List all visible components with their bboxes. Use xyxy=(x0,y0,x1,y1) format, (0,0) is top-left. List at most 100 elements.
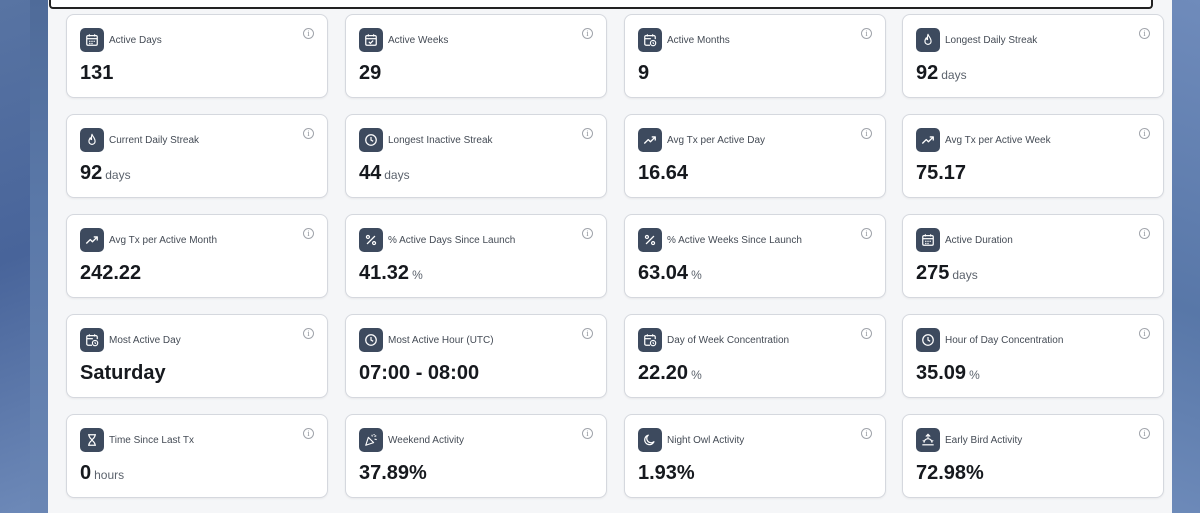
stat-value: 63.04 xyxy=(638,262,689,284)
moon-icon xyxy=(638,428,662,452)
stat-card-avg-tx-per-active-week: Avg Tx per Active Week i 75.17 xyxy=(902,114,1164,198)
stat-label: Avg Tx per Active Day xyxy=(667,135,766,146)
stat-card-weekend-activity: Weekend Activity i 37.89% xyxy=(345,414,607,498)
stat-value-row: 0 hours xyxy=(80,462,124,485)
stat-card-avg-tx-per-active-day: Avg Tx per Active Day i 16.64 xyxy=(624,114,886,198)
stat-label: Night Owl Activity xyxy=(667,435,745,446)
stat-value: 1.93% xyxy=(638,462,695,484)
stat-value: 44 xyxy=(359,162,382,184)
calendar-check-icon xyxy=(359,28,383,52)
stat-value-row: 75.17 xyxy=(916,162,966,185)
stat-value: 0 xyxy=(80,462,92,484)
stat-unit: % xyxy=(691,268,702,282)
stat-label: Longest Daily Streak xyxy=(945,35,1038,46)
trending-up-icon xyxy=(638,128,662,152)
stat-value-row: 72.98% xyxy=(916,462,984,485)
stat-card-hour-of-day-concentration: Hour of Day Concentration i 35.09% xyxy=(902,314,1164,398)
stat-label: Day of Week Concentration xyxy=(667,335,790,346)
stat-value-row: 44 days xyxy=(359,162,410,185)
top-strip xyxy=(49,0,1153,9)
info-icon[interactable]: i xyxy=(1139,328,1150,339)
stat-card-time-since-last-tx: Time Since Last Tx i 0 hours xyxy=(66,414,328,498)
info-icon[interactable]: i xyxy=(303,228,314,239)
stat-unit: % xyxy=(969,368,980,382)
stat-value-row: 41.32% xyxy=(359,262,423,285)
percent-icon xyxy=(638,228,662,252)
info-icon[interactable]: i xyxy=(1139,228,1150,239)
stat-value-row: Saturday xyxy=(80,362,166,385)
stat-value-row: 16.64 xyxy=(638,162,688,185)
trending-up-icon xyxy=(916,128,940,152)
stat-unit: days xyxy=(941,68,967,82)
stat-label: % Active Days Since Launch xyxy=(388,235,516,246)
stat-label: Time Since Last Tx xyxy=(109,435,195,446)
info-icon[interactable]: i xyxy=(582,428,593,439)
clock-icon xyxy=(359,128,383,152)
stat-card-longest-daily-streak: Longest Daily Streak i 92 days xyxy=(902,14,1164,98)
info-icon[interactable]: i xyxy=(303,428,314,439)
stat-value: 29 xyxy=(359,62,382,84)
info-icon[interactable]: i xyxy=(861,328,872,339)
clock-icon xyxy=(359,328,383,352)
stat-value: 275 xyxy=(916,262,950,284)
stat-label: Active Weeks xyxy=(388,35,449,46)
stat-label: Hour of Day Concentration xyxy=(945,335,1064,346)
sunrise-icon xyxy=(916,428,940,452)
clock-icon xyxy=(916,328,940,352)
stat-unit: days xyxy=(105,168,131,182)
stat-label: Most Active Day xyxy=(109,335,181,346)
stat-card-longest-inactive-streak: Longest Inactive Streak i 44 days xyxy=(345,114,607,198)
stat-card-early-bird-activity: Early Bird Activity i 72.98% xyxy=(902,414,1164,498)
party-popper-icon xyxy=(359,428,383,452)
info-icon[interactable]: i xyxy=(861,228,872,239)
stat-value: 35.09 xyxy=(916,362,967,384)
info-icon[interactable]: i xyxy=(582,28,593,39)
info-icon[interactable]: i xyxy=(861,428,872,439)
stat-value: 22.20 xyxy=(638,362,689,384)
stat-unit: days xyxy=(384,168,410,182)
info-icon[interactable]: i xyxy=(1139,128,1150,139)
stat-card-active-weeks: Active Weeks i 29 xyxy=(345,14,607,98)
calendar-clock-icon xyxy=(638,28,662,52)
stat-label: Avg Tx per Active Month xyxy=(109,235,218,246)
stat-value-row: 07:00 - 08:00 xyxy=(359,362,479,385)
stat-label: Most Active Hour (UTC) xyxy=(388,335,494,346)
stat-card-active-days: Active Days i 131 xyxy=(66,14,328,98)
stat-card-most-active-day: Most Active Day i Saturday xyxy=(66,314,328,398)
info-icon[interactable]: i xyxy=(303,128,314,139)
info-icon[interactable]: i xyxy=(1139,428,1150,439)
stat-card-day-of-week-concentration: Day of Week Concentration i 22.20% xyxy=(624,314,886,398)
stat-label: Current Daily Streak xyxy=(109,135,200,146)
info-icon[interactable]: i xyxy=(303,328,314,339)
info-icon[interactable]: i xyxy=(1139,28,1150,39)
stat-value-row: 92 days xyxy=(916,62,967,85)
stat-value: 41.32 xyxy=(359,262,410,284)
stat-value: 72.98% xyxy=(916,462,984,484)
stat-label: % Active Weeks Since Launch xyxy=(667,235,802,246)
info-icon[interactable]: i xyxy=(861,128,872,139)
stat-card-most-active-hour-utc: Most Active Hour (UTC) i 07:00 - 08:00 xyxy=(345,314,607,398)
background-right xyxy=(1170,0,1200,513)
stat-value-row: 29 xyxy=(359,62,381,85)
stat-card-current-daily-streak: Current Daily Streak i 92 days xyxy=(66,114,328,198)
flame-icon xyxy=(80,128,104,152)
stat-value: 131 xyxy=(80,62,114,84)
info-icon[interactable]: i xyxy=(303,28,314,39)
info-icon[interactable]: i xyxy=(582,228,593,239)
flame-icon xyxy=(916,28,940,52)
stat-value-row: 275 days xyxy=(916,262,978,285)
info-icon[interactable]: i xyxy=(582,128,593,139)
stat-value-row: 131 xyxy=(80,62,113,85)
stat-label: Weekend Activity xyxy=(388,435,464,446)
stat-value: 07:00 - 08:00 xyxy=(359,362,480,384)
percent-icon xyxy=(359,228,383,252)
stat-card-avg-tx-per-active-month: Avg Tx per Active Month i 242.22 xyxy=(66,214,328,298)
info-icon[interactable]: i xyxy=(582,328,593,339)
stat-card-night-owl-activity: Night Owl Activity i 1.93% xyxy=(624,414,886,498)
stat-value: 37.89% xyxy=(359,462,427,484)
stat-value: 75.17 xyxy=(916,162,967,184)
stat-value: 9 xyxy=(638,62,650,84)
stat-value-row: 1.93% xyxy=(638,462,695,485)
stat-value-row: 9 xyxy=(638,62,649,85)
info-icon[interactable]: i xyxy=(861,28,872,39)
